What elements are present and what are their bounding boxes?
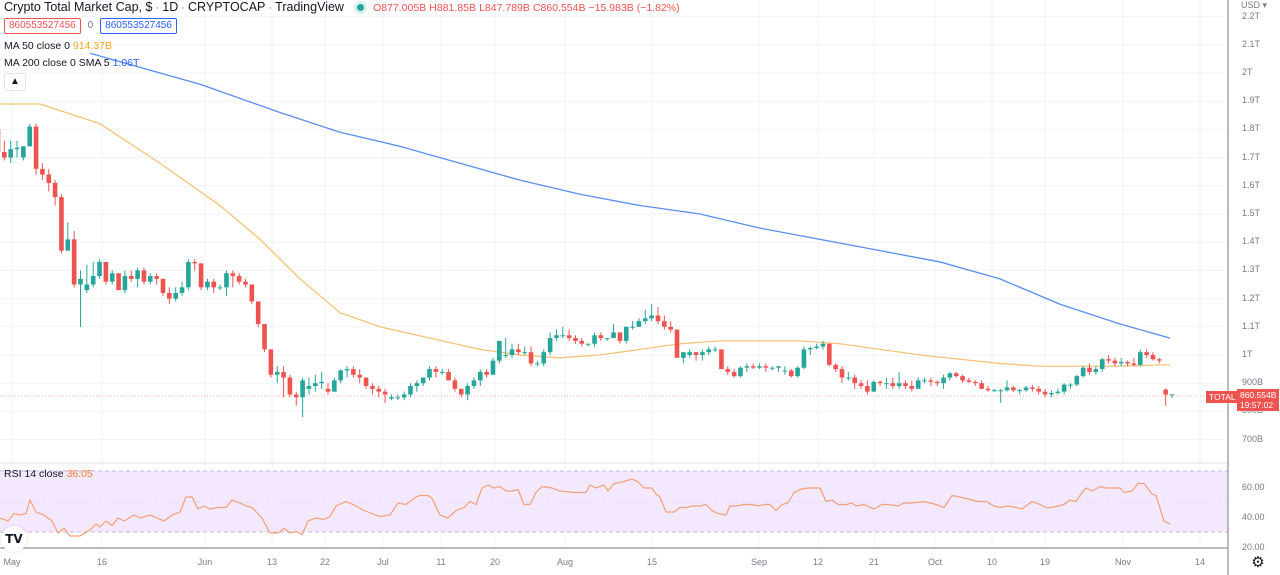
ohlc-high: H881.85B <box>429 2 476 14</box>
price-tick: 1.6T <box>1242 179 1261 190</box>
price-tick: 1.1T <box>1242 320 1261 331</box>
ohlc-close: C860.554B <box>532 2 586 14</box>
time-tick: 13 <box>266 557 278 567</box>
settings-gear-icon[interactable]: ⚙ <box>1251 554 1265 571</box>
ma50-line <box>0 103 1170 367</box>
rsi-tick-40: 40.00 <box>1242 512 1265 522</box>
currency-selector[interactable]: USD ▾ <box>1241 0 1268 10</box>
time-tick: 20 <box>489 557 501 567</box>
rsi-tick-60: 60.00 <box>1242 482 1265 492</box>
market-status-icon <box>357 4 365 12</box>
ma50-value: 914.37B <box>72 40 112 52</box>
price-tick: 1.9T <box>1242 95 1261 106</box>
time-tick: Oct <box>927 557 943 567</box>
time-tick: 11 <box>436 557 446 567</box>
symbol-title[interactable]: Crypto Total Market Cap, $ <box>4 0 153 14</box>
tradingview-logo[interactable]: TV <box>1 526 27 552</box>
ma200-legend[interactable]: MA 200 close 0 SMA 5 1.06T <box>4 57 139 69</box>
rsi-legend[interactable]: RSI 14 close 36.05 <box>4 468 93 480</box>
ohlc-change: −15.983B (−1.82%) <box>588 2 680 14</box>
price-tick: 1T <box>1242 349 1253 359</box>
rsi-label: RSI 14 close <box>4 468 64 480</box>
time-tick: 12 <box>812 557 824 567</box>
time-tick: Nov <box>1114 557 1132 567</box>
time-tick: Sep <box>750 557 768 567</box>
time-tick: 14 <box>1194 557 1206 567</box>
rsi-tick-20: 20.00 <box>1242 542 1265 552</box>
price-tick: 1.8T <box>1242 123 1261 134</box>
price-tick: 1.5T <box>1242 208 1261 218</box>
price-tick: 2T <box>1242 67 1253 77</box>
last-price: 860.554B <box>1240 390 1277 400</box>
value-box-left[interactable]: 860553527456 <box>4 18 81 34</box>
collapse-legend-button[interactable]: ▲ <box>4 73 26 91</box>
time-tick: 15 <box>646 557 658 567</box>
price-tick: 1.3T <box>1242 264 1261 275</box>
value-boxes: 860553527456 0 860553527456 <box>4 18 177 34</box>
chart-legend: Crypto Total Market Cap, $ · 1D · CRYPTO… <box>4 0 680 14</box>
grid-lines <box>0 0 1228 548</box>
rsi-line <box>0 478 1171 537</box>
time-tick: 22 <box>319 557 331 567</box>
price-tick: 1.4T <box>1242 236 1261 247</box>
time-tick: May <box>3 557 21 567</box>
price-tick: 2.2T <box>1242 10 1261 21</box>
time-tick: 16 <box>96 557 108 567</box>
time-tick: Jul <box>377 557 389 567</box>
ma200-value: 1.06T <box>112 57 140 69</box>
price-tick: 700B <box>1242 433 1264 444</box>
last-price-tag: 860.554B 19:57:02 <box>1237 389 1279 411</box>
candlestick-series <box>0 123 1175 418</box>
time-tick: 10 <box>986 557 998 567</box>
platform: TradingView <box>275 0 344 14</box>
price-tick: 1.2T <box>1242 292 1261 303</box>
value-box-separator: 0 <box>87 20 94 31</box>
price-tick: 2.1T <box>1242 38 1261 49</box>
ma200-line <box>89 52 1171 339</box>
chevron-up-icon: ▲ <box>10 76 20 87</box>
symbol-tag: TOTAL <box>1206 391 1239 403</box>
bar-countdown: 19:57:02 <box>1240 400 1274 410</box>
time-tick: 21 <box>868 557 880 567</box>
ma50-label: MA 50 close 0 <box>4 40 70 52</box>
interval[interactable]: 1D <box>162 0 179 14</box>
price-tick: 900B <box>1242 377 1264 388</box>
ohlc-open: O877.005B <box>373 2 427 14</box>
time-tick: 19 <box>1039 557 1051 567</box>
value-box-right[interactable]: 860553527456 <box>100 18 177 34</box>
exchange: CRYPTOCAP <box>188 0 266 14</box>
time-tick: Aug <box>556 557 574 567</box>
rsi-value: 36.05 <box>66 468 93 480</box>
ohlc-low: L847.789B <box>479 2 530 14</box>
time-tick: Jun <box>197 557 213 567</box>
ma200-label: MA 200 close 0 SMA 5 <box>4 57 110 69</box>
price-tick: 1.7T <box>1242 151 1261 162</box>
ma50-legend[interactable]: MA 50 close 0 914.37B <box>4 40 112 52</box>
